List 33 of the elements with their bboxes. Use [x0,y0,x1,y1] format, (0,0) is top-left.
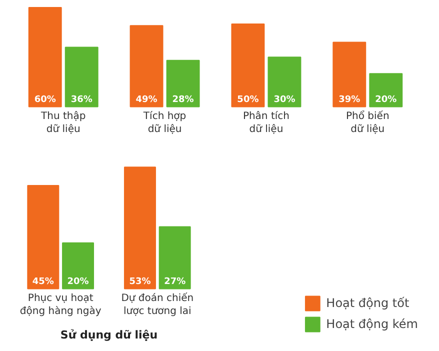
x-tick-label: Phổ biến dữ liệu [346,110,390,135]
data-label: 39% [338,94,360,105]
data-label: 20% [67,276,89,287]
x-tick-label: Tích hợp dữ liệu [142,110,186,135]
data-label: 49% [136,94,158,105]
x-tick-label: Dự đoán chiến lược tương lai [121,292,194,317]
bar [369,73,403,108]
x-tick-label: Phân tích dữ liệu [242,110,290,135]
bar [64,46,98,108]
data-label: 45% [32,276,54,287]
data-label: 60% [34,94,56,105]
bar [130,25,164,108]
x-axis-title: Sử dụng dữ liệu [60,328,158,342]
legend-label: Hoạt động tốt [326,296,410,310]
bar [231,24,265,108]
data-label: 50% [237,94,259,105]
bar [332,42,366,108]
bar [166,60,200,108]
data-label: 20% [375,94,397,105]
legend-label: Hoạt động kém [326,317,418,331]
bar [28,6,62,108]
bar [27,184,60,290]
data-label: 53% [129,276,151,287]
bar [124,166,156,290]
x-tick-label: Thu thập dữ liệu [40,110,86,135]
data-label: 30% [274,94,296,105]
data-label: 27% [164,276,186,287]
data-label: 28% [172,94,194,105]
data-label: 36% [70,94,92,105]
bar [62,242,94,290]
bar [268,56,302,108]
bar [158,226,191,290]
x-tick-label: Phục vụ hoạt động hàng ngày [20,292,102,317]
